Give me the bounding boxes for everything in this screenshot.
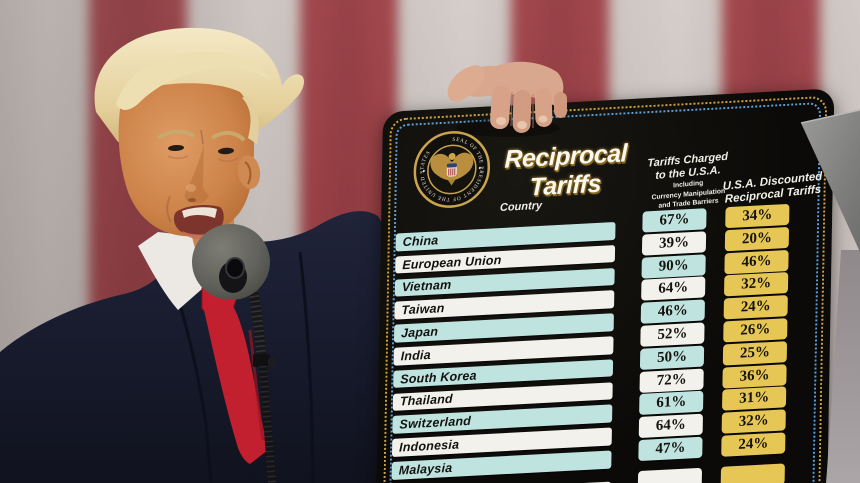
teleprompter-edge — [801, 110, 860, 252]
hair-sweep — [116, 51, 272, 110]
teeth — [182, 207, 217, 218]
eye-left — [218, 147, 234, 155]
shirt-collar — [138, 232, 210, 310]
gray-backdrop — [826, 250, 860, 483]
presidential-seal: SEAL OF THE PRESIDENT OF THE UNITED STAT… — [413, 131, 491, 208]
hand-holding-board — [447, 61, 567, 137]
face — [118, 83, 254, 237]
microphone — [192, 224, 276, 483]
suit-coat — [0, 211, 396, 483]
ear — [237, 155, 261, 189]
tariff-board: SEAL OF THE PRESIDENT OF THE UNITED STAT… — [375, 88, 835, 483]
hair-side — [242, 96, 259, 144]
tie — [204, 304, 268, 464]
eagle-emblem — [430, 152, 474, 186]
eye-right — [168, 144, 184, 152]
